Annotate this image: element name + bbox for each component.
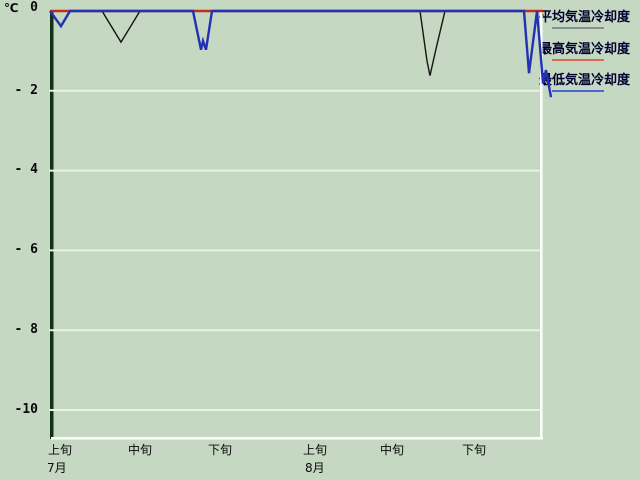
y-tick-label: -10 [14,402,38,417]
legend-label: 平均気温冷却度 [539,10,631,25]
x-period-label: 上旬 [303,443,328,457]
x-month-label: 7月 [47,461,67,475]
y-tick-label: - 8 [14,322,38,337]
y-tick-label: - 4 [14,162,38,177]
legend-item-avg: 平均気温冷却度 [539,10,639,29]
y-tick-label: - 2 [14,83,38,98]
plot-border-right [540,11,543,440]
legend-label: 最高気温冷却度 [539,42,631,57]
x-month-label: 8月 [305,461,325,475]
legend-color-line-min [552,90,604,92]
x-period-label: 中旬 [380,443,405,457]
legend-color-line-avg [552,27,604,29]
legend-item-max: 最高気温冷却度 [539,42,639,61]
legend-label: 最低気温冷却度 [539,73,631,88]
legend-item-min: 最低気温冷却度 [539,73,639,92]
series-line-avg [50,10,540,76]
y-tick-label: - 6 [14,242,38,257]
legend-color-line-max [552,59,604,61]
y-axis-line [50,10,54,439]
x-period-label: 下旬 [462,443,487,457]
y-tick-label: 0 [30,0,38,15]
x-period-label: 上旬 [48,443,73,457]
plot-border-bottom [51,437,543,440]
y-axis-unit: ℃ [4,1,19,15]
x-period-label: 中旬 [128,443,153,457]
x-period-label: 下旬 [208,443,233,457]
series-line-min [49,9,553,98]
